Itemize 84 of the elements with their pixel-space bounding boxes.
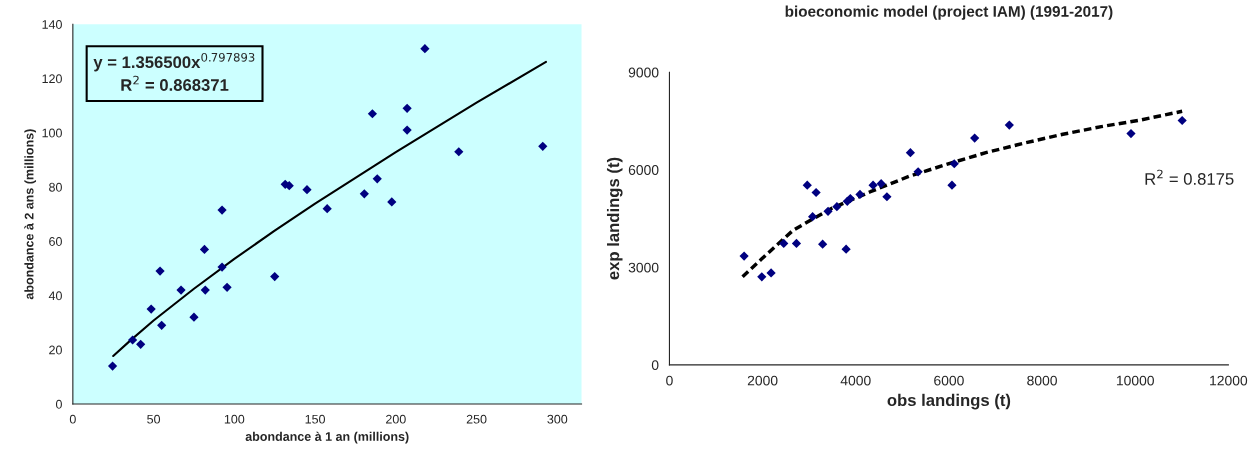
point	[146, 304, 156, 314]
point	[372, 174, 382, 184]
point	[176, 285, 186, 295]
y-tick-label: 40	[48, 291, 62, 301]
annotation: y = 1.356500x$^{0.797893}$	[93, 52, 255, 72]
x-tick-label: 200	[386, 414, 406, 424]
point	[876, 179, 886, 189]
point	[387, 197, 397, 207]
point	[302, 185, 312, 195]
point	[949, 159, 959, 169]
x-tick-label: 8000	[1027, 375, 1057, 386]
point	[818, 239, 828, 249]
point	[802, 180, 812, 190]
point	[1126, 128, 1136, 139]
point	[270, 271, 280, 282]
x-tick-label: 6000	[934, 375, 964, 386]
point	[1177, 115, 1187, 126]
y-tick-label: 9000	[628, 67, 659, 78]
point	[832, 202, 842, 212]
chart-title: bioeconomic model (project IAM) (1991-2017)	[785, 5, 1113, 20]
point	[402, 125, 412, 135]
point	[189, 312, 199, 322]
x-tick-label: 12000	[1210, 375, 1248, 386]
point	[855, 189, 865, 200]
x-tick-label: 250	[466, 414, 487, 424]
point	[913, 167, 923, 177]
x-tick-label: 300	[547, 414, 568, 424]
y-tick-label: 60	[49, 237, 62, 246]
point	[454, 147, 464, 157]
y-tick-label: 80	[49, 182, 62, 192]
point	[107, 361, 118, 371]
point	[199, 244, 210, 254]
x-axis-title: abondance à 1 an (millions)	[245, 431, 409, 444]
point	[868, 180, 878, 190]
point	[420, 44, 430, 54]
point	[367, 109, 378, 119]
x-tick-label: 2000	[747, 375, 778, 386]
y-tick-label: 120	[42, 74, 62, 84]
point	[811, 187, 821, 198]
point	[791, 238, 802, 249]
point	[739, 251, 749, 261]
y-tick-label: 3000	[628, 262, 659, 273]
point	[766, 268, 776, 278]
point	[757, 272, 767, 282]
annotation: R$^{2}$ = 0.868371	[121, 75, 229, 91]
point	[823, 206, 833, 216]
annotation: R$^{2}$ = 0.8175	[1145, 169, 1234, 185]
point	[882, 192, 892, 202]
point	[402, 103, 412, 113]
y-tick-label: 100	[42, 128, 62, 138]
x-tick-label: 4000	[840, 375, 871, 386]
point	[157, 320, 167, 330]
x-tick-label: 100	[224, 414, 245, 424]
point	[841, 244, 851, 254]
point	[1004, 120, 1014, 130]
y-tick-label: 140	[42, 20, 62, 29]
x-tick-label: 150	[305, 414, 326, 424]
y-axis-title: exp landings (t)	[606, 157, 623, 280]
y-tick-label: 0	[651, 360, 659, 371]
point	[947, 180, 957, 190]
x-tick-label: 0	[666, 375, 673, 386]
point	[222, 282, 232, 292]
point	[905, 148, 915, 158]
x-axis-title: obs landings (t)	[887, 393, 1011, 410]
point	[359, 189, 369, 199]
y-tick-label: 20	[49, 345, 62, 355]
y-tick-label: 6000	[628, 165, 659, 175]
point	[322, 204, 332, 214]
line-series	[740, 109, 1184, 279]
point	[808, 212, 818, 222]
y-tick-label: 0	[55, 399, 62, 409]
x-tick-label: 10000	[1116, 375, 1154, 386]
y-axis-title: abondance à 2 ans (millions)	[24, 129, 37, 300]
point	[200, 285, 210, 295]
point	[155, 266, 165, 276]
point	[136, 339, 146, 349]
x-tick-label: 50	[147, 414, 161, 424]
point	[217, 205, 227, 215]
point	[970, 133, 980, 143]
x-tick-label: 0	[69, 414, 76, 424]
point	[217, 262, 227, 272]
point	[538, 141, 548, 151]
point	[127, 335, 138, 345]
point	[779, 238, 789, 249]
